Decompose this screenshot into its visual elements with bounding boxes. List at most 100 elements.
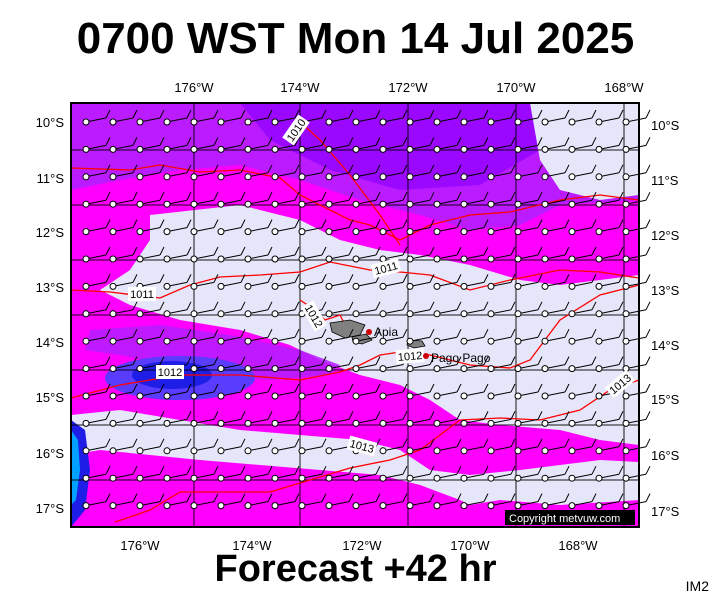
wind-barb-feather <box>267 465 273 475</box>
wind-barb-feather <box>267 328 273 338</box>
wind-station-marker <box>190 228 198 236</box>
wind-barb-feather <box>159 438 165 448</box>
wind-station-marker <box>298 200 306 208</box>
wind-barb-feather <box>591 164 597 174</box>
wind-station-marker <box>379 173 387 181</box>
wind-barb-feather <box>132 246 138 256</box>
wind-barb-feather <box>240 438 246 448</box>
wind-barb-feather <box>564 356 570 365</box>
wind-station-marker <box>433 282 441 290</box>
wind-barb-feather <box>240 493 246 502</box>
lat-label: 11°S <box>651 173 679 188</box>
lat-label: 15°S <box>36 390 65 405</box>
wind-station-marker <box>109 447 117 455</box>
isobar-label: 1012 <box>158 367 182 379</box>
wind-station-marker <box>541 228 549 236</box>
wind-station-marker <box>460 173 468 181</box>
wind-barb-feather <box>429 465 435 475</box>
wind-station-marker <box>271 310 279 318</box>
wind-barb-feather <box>375 137 381 146</box>
wind-station-marker <box>379 474 387 482</box>
wind-barb-feather <box>159 246 165 256</box>
wind-station-marker <box>433 255 441 263</box>
wind-station-marker <box>352 118 360 126</box>
wind-barb-feather <box>456 246 462 256</box>
wind-barb-feather <box>186 191 192 201</box>
wind-barb-feather <box>213 274 219 283</box>
wind-barb-feather <box>510 164 516 174</box>
wind-station-marker <box>82 200 90 208</box>
lat-label: 12°S <box>36 225 65 240</box>
wind-barb-feather <box>483 493 489 502</box>
wind-barb-feather <box>105 411 111 420</box>
wind-barb-feather <box>375 246 381 256</box>
wind-station-marker <box>163 310 171 318</box>
wind-barb-feather <box>348 301 354 311</box>
wind-station-marker <box>109 502 117 510</box>
wind-station-marker <box>433 474 441 482</box>
wind-station-marker <box>244 228 252 236</box>
wind-barb-feather <box>591 383 597 393</box>
wind-barb-feather <box>213 356 219 365</box>
wind-barb-feather <box>240 109 246 119</box>
wind-barb-feather <box>240 465 246 475</box>
wind-barb-feather <box>321 411 327 420</box>
wind-station-marker <box>82 392 90 400</box>
wind-station-marker <box>82 502 90 510</box>
wind-barb-feather <box>132 137 138 146</box>
wind-barb-feather <box>537 465 543 475</box>
wind-barb-feather <box>429 493 435 502</box>
wind-barb-feather <box>591 219 597 228</box>
wind-station-marker <box>352 392 360 400</box>
wind-station-marker <box>298 474 306 482</box>
wind-barb-feather <box>510 246 516 256</box>
wind-station-marker <box>109 392 117 400</box>
wind-barb-feather <box>321 274 327 283</box>
wind-station-marker <box>541 200 549 208</box>
wind-barb-feather <box>429 356 435 365</box>
wind-station-marker <box>514 502 522 510</box>
wind-station-marker <box>460 502 468 510</box>
place-label-pago-pago: Pago Pago <box>431 351 491 365</box>
wind-barb-feather <box>267 411 273 420</box>
wind-station-marker <box>622 502 630 510</box>
wind-barb-feather <box>321 356 327 365</box>
lon-labels-bottom: 176°W 174°W 172°W 170°W 168°W <box>120 538 598 553</box>
wind-barb-feather <box>510 137 516 146</box>
wind-barb-feather <box>213 219 219 228</box>
wind-barb-feather <box>429 219 435 228</box>
wind-barb-feather <box>429 383 435 393</box>
wind-station-marker <box>595 118 603 126</box>
isobar-label: 1011 <box>373 260 399 278</box>
wind-station-marker <box>433 118 441 126</box>
wind-barb-feather <box>645 383 651 393</box>
wind-barb-feather <box>132 438 138 448</box>
wind-station-marker <box>460 118 468 126</box>
wind-station-marker <box>487 337 495 345</box>
wind-station-marker <box>271 228 279 236</box>
wind-station-marker <box>244 365 252 373</box>
wind-station-marker <box>82 419 90 427</box>
wind-station-marker <box>352 365 360 373</box>
wind-barb-feather <box>159 493 165 502</box>
wind-barb-feather <box>429 438 435 448</box>
wind-barb-feather <box>645 301 651 311</box>
wind-barb-feather <box>267 191 273 201</box>
wind-station-marker <box>136 392 144 400</box>
wind-station-marker <box>514 392 522 400</box>
wind-barb-feather <box>510 356 516 365</box>
wind-barbs <box>82 109 651 510</box>
wind-barb-feather <box>591 301 597 311</box>
wind-station-marker <box>271 419 279 427</box>
wind-station-marker <box>568 255 576 263</box>
wind-barb-feather <box>402 411 408 420</box>
wind-station-marker <box>325 419 333 427</box>
wind-barb-feather <box>375 356 381 365</box>
wind-barb-feather <box>429 328 435 338</box>
lat-label: 16°S <box>651 448 680 463</box>
wind-station-marker <box>406 282 414 290</box>
wind-barb-feather <box>456 438 462 448</box>
wind-barb-feather <box>510 328 516 338</box>
wind-barb-feather <box>564 493 570 502</box>
wind-station-marker <box>190 145 198 153</box>
